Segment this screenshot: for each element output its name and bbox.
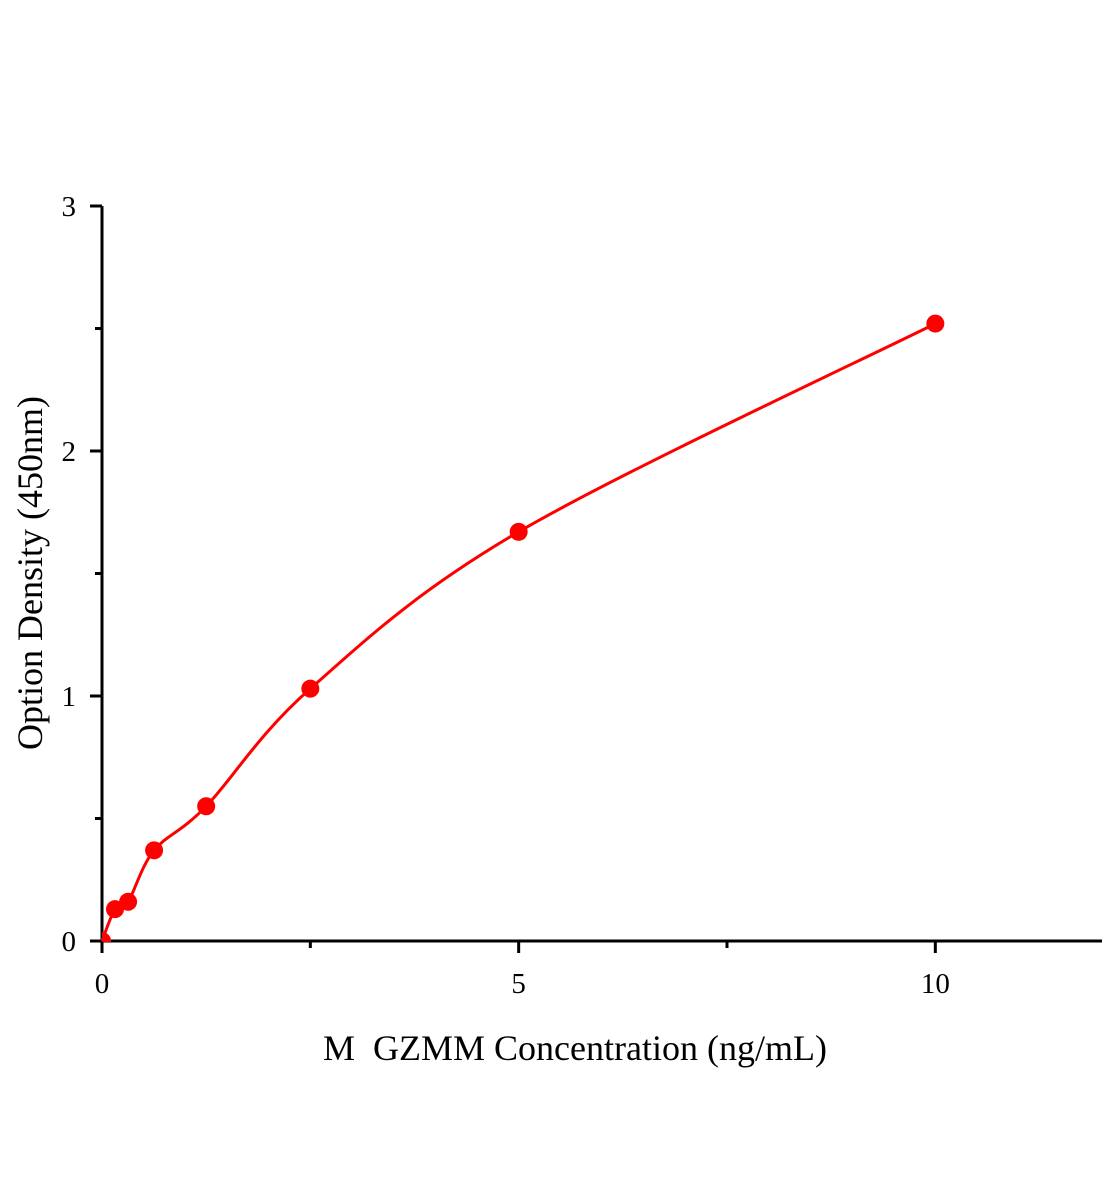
data-points	[102, 314, 945, 942]
y-tick-label: 3	[62, 191, 77, 223]
y-tick-label: 2	[62, 436, 77, 468]
data-point	[301, 679, 320, 698]
x-tick-label: 5	[511, 968, 526, 1000]
y-axis-label: Option Density (450nm)	[10, 396, 50, 750]
y-tick-label: 1	[62, 681, 77, 713]
data-point	[145, 841, 164, 860]
data-point	[509, 522, 528, 541]
data-point	[926, 314, 945, 333]
y-tick-label: 0	[62, 926, 77, 958]
data-point	[102, 932, 111, 942]
x-tick-label: 10	[921, 968, 950, 1000]
data-point	[106, 900, 124, 919]
x-tick-label: 0	[95, 968, 110, 1000]
fit-curve	[100, 322, 937, 942]
data-point	[197, 797, 216, 816]
x-axis-label: M GZMM Concentration (ng/mL)	[323, 1028, 827, 1068]
tick-labels: 0 5 10 0 1 2 3	[62, 191, 950, 1000]
data-point	[119, 892, 138, 911]
axes	[90, 204, 1102, 953]
